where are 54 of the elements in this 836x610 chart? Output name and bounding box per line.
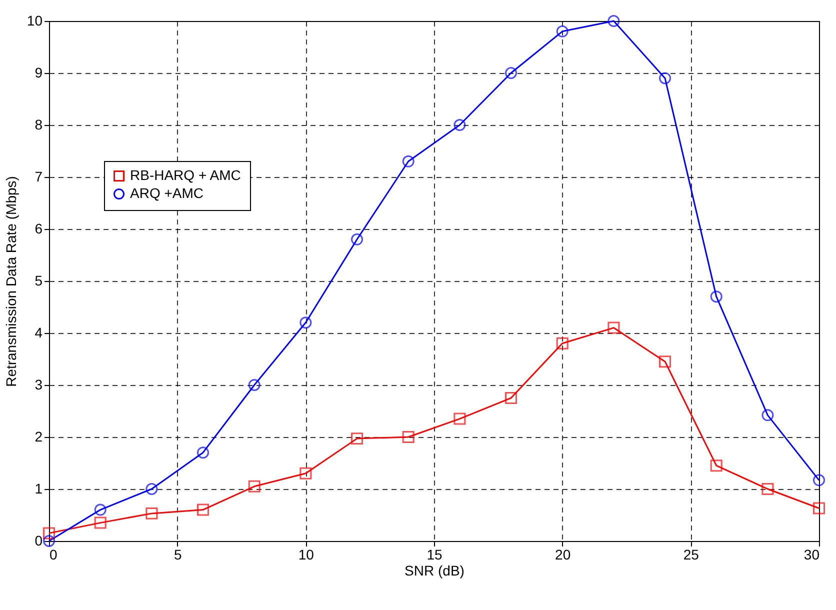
point: [659, 72, 671, 84]
point: [248, 480, 260, 492]
y-tick-label: 8: [34, 116, 43, 132]
y-axis-title: Retransmission Data Rate (Mbps): [2, 176, 19, 387]
x-tick-label: 20: [555, 546, 571, 562]
point: [813, 502, 825, 514]
y-tick-label: 0: [34, 532, 43, 548]
point: [146, 483, 158, 495]
point: [43, 535, 55, 547]
y-tick-label: 3: [34, 376, 43, 392]
point: [556, 25, 568, 38]
x-tick-label: 5: [174, 546, 182, 562]
x-axis-title: SNR (dB): [404, 562, 464, 578]
point: [608, 15, 620, 27]
point: [300, 316, 312, 329]
point: [710, 460, 722, 472]
point: [351, 432, 363, 445]
point: [659, 356, 671, 368]
x-tick-label: 15: [426, 546, 442, 562]
y-tick-label: 9: [34, 64, 43, 80]
point: [94, 504, 106, 516]
point: [762, 483, 774, 495]
point: [402, 155, 414, 168]
y-tick-label: 6: [34, 220, 43, 236]
legend-label: ARQ +AMC: [130, 185, 204, 201]
x-tick-label: 25: [683, 546, 700, 562]
point: [608, 322, 620, 334]
point: [146, 507, 158, 520]
point: [94, 516, 106, 529]
y-tick-label: 5: [34, 272, 43, 288]
x-tick-label: 0: [50, 546, 58, 562]
point: [351, 233, 363, 246]
y-tick-label: 4: [34, 324, 43, 340]
point: [197, 446, 209, 459]
point: [505, 392, 517, 404]
legend-label: RB-HARQ + AMC: [130, 167, 241, 183]
x-tick-label: 30: [804, 546, 820, 562]
point: [402, 431, 414, 443]
point: [197, 504, 209, 516]
x-tick-label: 10: [298, 546, 314, 562]
point: [556, 337, 568, 350]
y-tick-label: 2: [34, 428, 43, 444]
y-tick-label: 1: [34, 480, 43, 496]
point: [454, 119, 466, 131]
point: [813, 474, 825, 486]
point: [300, 467, 312, 480]
point: [454, 412, 466, 425]
point: [762, 409, 774, 422]
point: [710, 290, 722, 303]
y-tick-label: 10: [26, 12, 43, 28]
y-tick-label: 7: [34, 168, 43, 184]
point: [505, 67, 517, 79]
point: [248, 379, 260, 391]
point: [43, 527, 55, 540]
